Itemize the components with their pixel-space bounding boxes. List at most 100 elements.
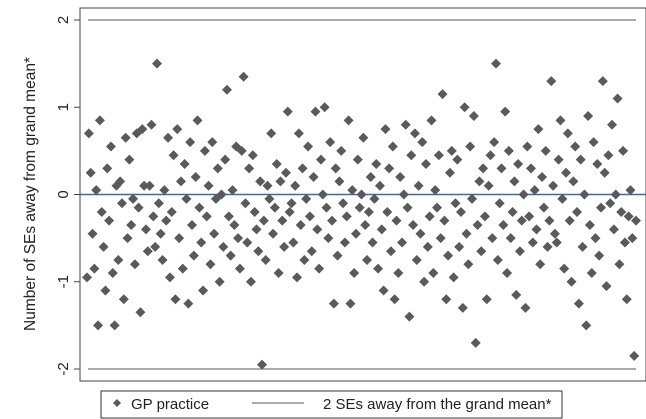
gp-practice-point xyxy=(236,145,247,156)
gp-practice-point xyxy=(242,237,253,248)
gp-practice-point xyxy=(330,163,341,174)
gp-practice-point xyxy=(194,202,205,213)
gp-practice-point xyxy=(192,115,203,126)
gp-practice-point xyxy=(120,132,131,143)
gp-practice-point xyxy=(601,281,612,292)
gp-practice-point xyxy=(336,145,347,156)
gp-practice-point xyxy=(319,102,330,113)
gp-practice-point xyxy=(207,137,218,148)
gp-practice-point xyxy=(450,198,461,209)
gp-practice-point xyxy=(505,233,516,244)
gp-practice-point xyxy=(203,180,214,191)
gp-practice-point xyxy=(179,158,190,169)
gp-practice-point xyxy=(315,154,326,165)
gp-practice-point xyxy=(146,119,157,130)
gp-practice-point xyxy=(225,250,236,261)
gp-practice-point xyxy=(205,259,216,270)
y-tick-label: 0 xyxy=(55,190,72,198)
gp-practice-point xyxy=(384,163,395,174)
gp-practice-point xyxy=(223,211,234,222)
gp-practice-point xyxy=(573,298,584,309)
gp-practice-point xyxy=(240,198,251,209)
gp-practice-point xyxy=(187,220,198,231)
gp-practice-point xyxy=(575,154,586,165)
gp-practice-point xyxy=(323,233,334,244)
gp-practice-point xyxy=(137,124,148,135)
gp-practice-point xyxy=(244,163,255,174)
gp-practice-point xyxy=(586,268,597,279)
gp-practice-point xyxy=(494,198,505,209)
gp-practice-point xyxy=(507,206,518,217)
gp-practice-point xyxy=(367,237,378,248)
gp-practice-point xyxy=(535,259,546,270)
gp-practice-point xyxy=(338,198,349,209)
legend-box xyxy=(100,390,563,419)
legend-diamond-marker xyxy=(113,399,121,407)
gp-practice-point xyxy=(474,176,485,187)
gp-practice-point xyxy=(334,176,345,187)
gp-practice-point xyxy=(343,115,354,126)
gp-practice-point xyxy=(216,189,227,200)
gp-practice-point xyxy=(321,202,332,213)
gp-practice-point xyxy=(518,189,529,200)
gp-practice-point xyxy=(459,102,470,113)
gp-practice-point xyxy=(275,176,286,187)
gp-practice-point xyxy=(397,237,408,248)
gp-practice-point xyxy=(222,84,233,95)
gp-practice-point xyxy=(135,307,146,318)
gp-practice-point xyxy=(161,215,172,226)
gp-practice-point xyxy=(509,176,520,187)
gp-practice-point xyxy=(483,180,494,191)
gp-practice-point xyxy=(317,189,328,200)
gp-practice-point xyxy=(371,158,382,169)
gp-practice-point xyxy=(339,237,350,248)
gp-practice-point xyxy=(590,233,601,244)
gp-practice-point xyxy=(439,215,450,226)
y-axis-title: Number of SEs away from grand mean* xyxy=(22,57,39,331)
gp-practice-point xyxy=(87,228,98,239)
gp-practice-point xyxy=(229,220,240,231)
gp-practice-point xyxy=(312,224,323,235)
gp-practice-point xyxy=(455,206,466,217)
gp-practice-point xyxy=(264,193,275,204)
gp-practice-point xyxy=(619,237,630,248)
gp-practice-point xyxy=(511,289,522,300)
gp-practice-point xyxy=(341,211,352,222)
gp-practice-point xyxy=(260,254,271,265)
gp-practice-point xyxy=(301,193,312,204)
gp-practice-point xyxy=(485,150,496,161)
gp-practice-point xyxy=(544,215,555,226)
gp-practice-point xyxy=(435,233,446,244)
y-tick-label: 1 xyxy=(55,103,72,111)
gp-practice-point xyxy=(559,263,570,274)
gp-practice-point xyxy=(292,272,303,283)
gp-practice-point xyxy=(570,141,581,152)
gp-practice-point xyxy=(356,189,367,200)
y-tick-label: -2 xyxy=(55,362,72,375)
gp-practice-point xyxy=(107,268,118,279)
gp-practice-point xyxy=(214,276,225,287)
gp-practice-point xyxy=(376,224,387,235)
gp-practice-point xyxy=(373,263,384,274)
gp-practice-point xyxy=(577,241,588,252)
gp-practice-point xyxy=(594,250,605,261)
gp-practice-point xyxy=(452,154,463,165)
gp-practice-point xyxy=(328,298,339,309)
gp-practice-point xyxy=(560,167,571,178)
gp-practice-point xyxy=(525,163,536,174)
gp-practice-point xyxy=(616,206,627,217)
gp-practice-point xyxy=(437,89,448,100)
gp-practice-point xyxy=(258,215,269,226)
gp-practice-point xyxy=(424,211,435,222)
gp-practice-point xyxy=(185,137,196,148)
gp-practice-point xyxy=(354,202,365,213)
gp-practice-point xyxy=(374,180,385,191)
gp-practice-point xyxy=(363,206,374,217)
gp-practice-point xyxy=(148,211,159,222)
gp-practice-point xyxy=(492,254,503,265)
gp-practice-point xyxy=(268,228,279,239)
gp-practice-point xyxy=(266,128,277,139)
gp-practice-point xyxy=(124,154,135,165)
gp-practice-point xyxy=(516,215,527,226)
